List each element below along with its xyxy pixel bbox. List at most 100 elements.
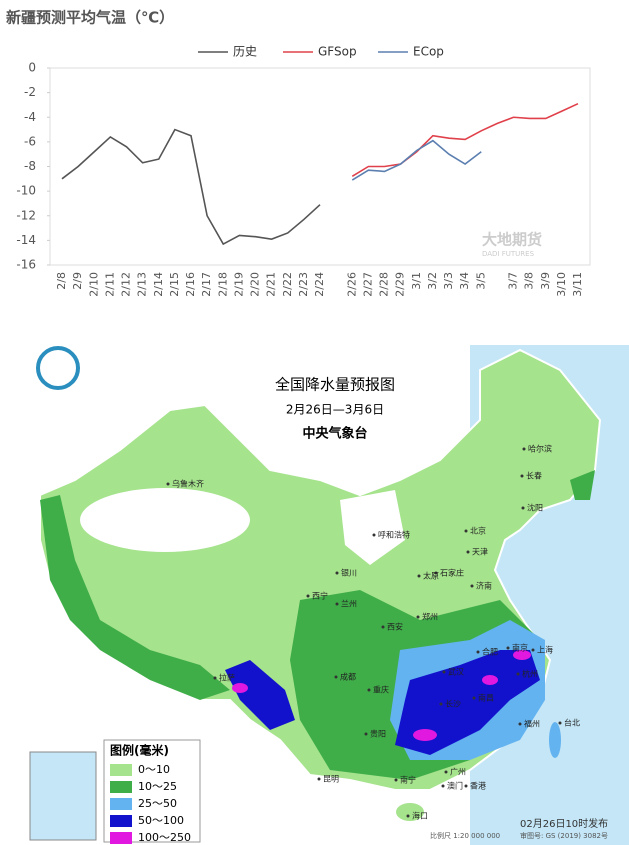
island — [549, 722, 561, 758]
legend-label: 100～250 — [138, 831, 191, 844]
city-label: 天津 — [472, 547, 488, 557]
city-dot — [213, 676, 217, 680]
city-label: 贵阳 — [370, 729, 386, 739]
zone — [482, 675, 498, 685]
y-tick-label: -2 — [24, 85, 36, 99]
city-label: 银川 — [341, 568, 357, 578]
inset-map — [29, 751, 97, 841]
city-label: 郑州 — [422, 612, 438, 622]
x-tick-label: 3/9 — [539, 272, 552, 290]
y-tick-label: -14 — [16, 233, 36, 247]
city-dot — [464, 529, 468, 533]
city-label: 昆明 — [323, 775, 339, 784]
legend-title: 图例(毫米) — [110, 743, 169, 758]
city-label: 南宁 — [400, 775, 416, 785]
city-label: 广州 — [450, 767, 466, 777]
zone — [413, 729, 437, 741]
city-label: 太原 — [423, 571, 439, 581]
island — [396, 803, 424, 821]
city-dot — [306, 594, 310, 598]
x-tick-label: 2/19 — [232, 272, 245, 297]
y-tick-label: -12 — [16, 208, 36, 222]
city-label: 成都 — [340, 672, 356, 682]
x-tick-label: 2/18 — [216, 272, 229, 297]
x-tick-label: 3/11 — [571, 272, 584, 297]
city-label: 海口 — [412, 811, 428, 821]
legend-label: 0～10 — [138, 763, 170, 776]
city-label: 北京 — [470, 526, 486, 536]
city-label: 长沙 — [445, 699, 461, 709]
zone — [513, 650, 531, 660]
map-issuer: 中央气象台 — [302, 426, 367, 442]
x-tick-label: 2/20 — [249, 272, 262, 297]
city-dot — [472, 696, 476, 700]
x-tick-label: 2/22 — [281, 272, 294, 297]
city-dot — [442, 670, 446, 674]
city-dot — [434, 571, 438, 575]
zone — [40, 495, 230, 700]
city-dot — [466, 550, 470, 554]
city-dot — [464, 784, 468, 788]
x-tick-label: 2/21 — [265, 272, 278, 297]
city-label: 兰州 — [341, 599, 357, 609]
x-tick-label: 2/23 — [297, 272, 310, 297]
watermark: 大地期货 — [482, 231, 542, 249]
series-line — [351, 139, 482, 181]
city-label: 香港 — [470, 781, 486, 791]
city-label: 重庆 — [373, 685, 389, 695]
city-label: 西安 — [387, 622, 403, 632]
city-label: 南昌 — [478, 693, 494, 703]
x-tick-label: 3/1 — [410, 272, 423, 290]
x-tick-label: 2/10 — [87, 272, 100, 297]
x-tick-label: 2/27 — [361, 272, 374, 297]
city-dot — [520, 474, 524, 478]
zone — [225, 660, 295, 730]
zone — [232, 683, 248, 693]
x-tick-label: 2/12 — [120, 272, 133, 297]
city-dot — [439, 702, 443, 706]
city-dot — [367, 688, 371, 692]
city-dot — [335, 571, 339, 575]
legend-label: ECop — [413, 45, 444, 59]
watermark: DADI FUTURES — [482, 250, 535, 258]
city-dot — [531, 648, 535, 652]
x-tick-label: 2/17 — [200, 272, 213, 297]
legend-swatch — [110, 798, 132, 810]
city-dot — [381, 625, 385, 629]
city-label: 乌鲁木齐 — [172, 479, 204, 489]
city-dot — [516, 672, 520, 676]
x-tick-label: 2/28 — [378, 272, 391, 297]
city-label: 澳门 — [447, 781, 463, 791]
city-label: 台北 — [564, 718, 580, 728]
city-label: 济南 — [476, 581, 492, 591]
series-line — [61, 128, 321, 246]
city-dot — [470, 584, 474, 588]
city-dot — [441, 784, 445, 788]
city-label: 合肥 — [482, 647, 498, 657]
legend-swatch — [110, 815, 132, 827]
x-tick-label: 3/5 — [474, 272, 487, 290]
x-tick-label: 3/7 — [507, 272, 520, 290]
x-tick-label: 3/10 — [555, 272, 568, 297]
legend-swatch — [110, 764, 132, 776]
city-dot — [416, 615, 420, 619]
chart-title: 新疆预测平均气温（℃） — [6, 9, 174, 27]
legend-label: 10～25 — [138, 780, 177, 793]
city-dot — [522, 447, 526, 451]
city-label: 武汉 — [448, 667, 464, 677]
city-label: 沈阳 — [527, 503, 543, 513]
legend-label: 历史 — [233, 45, 257, 59]
city-label: 哈尔滨 — [528, 444, 552, 454]
y-tick-label: 0 — [28, 61, 36, 75]
legend-label: 25～50 — [138, 797, 177, 810]
map-period: 2月26日—3月6日 — [286, 403, 384, 417]
x-tick-label: 2/15 — [168, 272, 181, 297]
city-dot — [364, 732, 368, 736]
logo — [36, 346, 80, 390]
x-tick-label: 2/29 — [394, 272, 407, 297]
series-line — [351, 102, 579, 178]
city-label: 南京 — [512, 643, 528, 653]
city-dot — [372, 533, 376, 537]
y-tick-label: -16 — [16, 258, 36, 272]
